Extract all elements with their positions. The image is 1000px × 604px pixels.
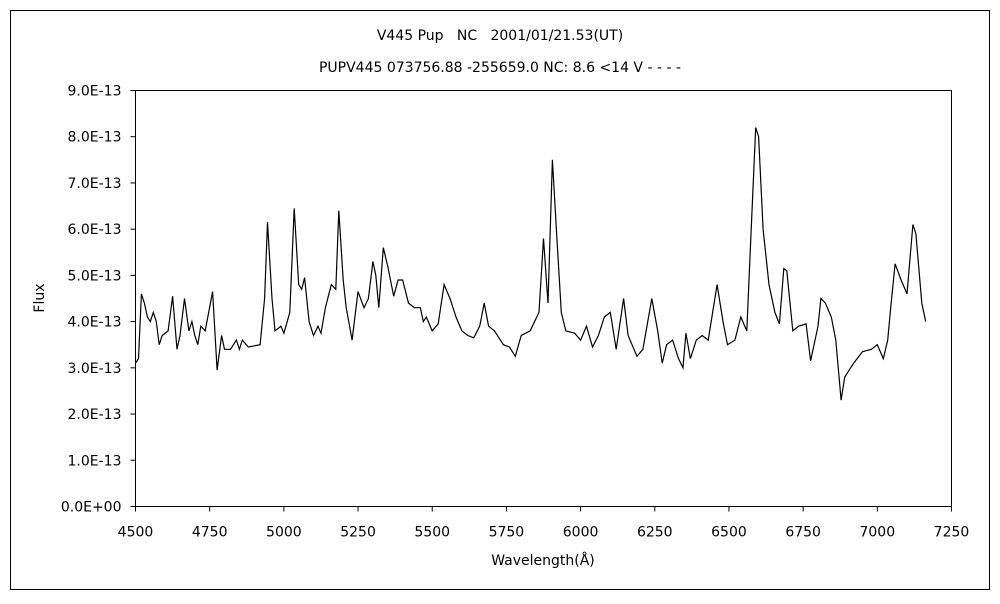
x-tick-label: 7000 [859,525,895,541]
x-tick-label: 5500 [414,525,450,541]
chart-title: V445 Pup NC 2001/01/21.53(UT) [377,28,623,44]
x-axis-label: Wavelength(Å) [491,552,595,569]
x-tick-label: 5250 [340,525,376,541]
x-tick-label: 6250 [637,525,673,541]
x-tick-label: 7250 [934,525,970,541]
x-tick-label: 4500 [118,525,154,541]
chart-border [10,10,990,590]
y-tick-label: 0.0E+00 [61,500,122,516]
x-tick-label: 6500 [711,525,747,541]
y-tick-label: 1.0E-13 [68,453,122,469]
y-tick-label: 6.0E-13 [68,222,122,238]
y-tick-label: 7.0E-13 [68,176,122,192]
y-tick-label: 3.0E-13 [68,361,122,377]
y-tick-label: 4.0E-13 [68,315,122,331]
spectrum-line [134,127,927,401]
y-tick-label: 8.0E-13 [68,130,122,146]
y-axis-label: Flux [32,283,48,312]
chart-subtitle: PUPV445 073756.88 -255659.0 NC: 8.6 <14 … [319,60,681,76]
x-tick-label: 6750 [785,525,821,541]
x-tick-label: 5750 [489,525,525,541]
y-tick-label: 9.0E-13 [68,84,122,100]
y-tick-label: 2.0E-13 [68,407,122,423]
x-tick-label: 5000 [266,525,302,541]
plot-border [135,90,952,507]
y-tick-label: 5.0E-13 [68,268,122,284]
x-tick-label: 6000 [563,525,599,541]
x-tick-label: 4750 [192,525,228,541]
